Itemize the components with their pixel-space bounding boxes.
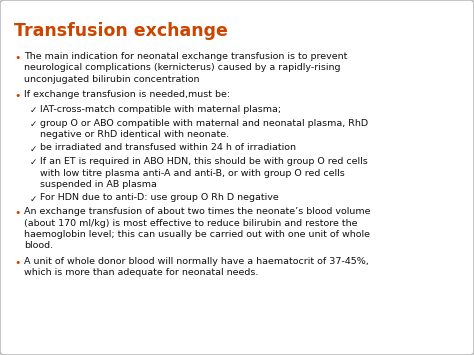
Text: negative or RhD identical with neonate.: negative or RhD identical with neonate. xyxy=(40,130,229,139)
Text: •: • xyxy=(14,53,20,63)
Text: haemoglobin level; this can usually be carried out with one unit of whole: haemoglobin level; this can usually be c… xyxy=(24,230,370,239)
Text: be irradiated and transfused within 24 h of irradiation: be irradiated and transfused within 24 h… xyxy=(40,143,296,153)
Text: A unit of whole donor blood will normally have a haematocrit of 37-45%,: A unit of whole donor blood will normall… xyxy=(24,257,369,266)
Text: •: • xyxy=(14,91,20,101)
Text: ✓: ✓ xyxy=(30,106,37,115)
Text: ✓: ✓ xyxy=(30,195,37,203)
Text: The main indication for neonatal exchange transfusion is to prevent: The main indication for neonatal exchang… xyxy=(24,52,347,61)
Text: ✓: ✓ xyxy=(30,120,37,129)
Text: •: • xyxy=(14,208,20,218)
Text: which is more than adequate for neonatal needs.: which is more than adequate for neonatal… xyxy=(24,268,258,277)
Text: suspended in AB plasma: suspended in AB plasma xyxy=(40,180,157,189)
Text: If exchange transfusion is needed,must be:: If exchange transfusion is needed,must b… xyxy=(24,90,230,99)
Text: with low titre plasma anti-A and anti-B, or with group O red cells: with low titre plasma anti-A and anti-B,… xyxy=(40,169,345,178)
Text: For HDN due to anti-D: use group O Rh D negative: For HDN due to anti-D: use group O Rh D … xyxy=(40,193,279,202)
Text: If an ET is required in ABO HDN, this should be with group O red cells: If an ET is required in ABO HDN, this sh… xyxy=(40,157,368,166)
Text: ✓: ✓ xyxy=(30,144,37,153)
Text: •: • xyxy=(14,257,20,268)
Text: neurological complications (kernicterus) caused by a rapidly-rising: neurological complications (kernicterus)… xyxy=(24,64,340,72)
Text: blood.: blood. xyxy=(24,241,53,251)
Text: ✓: ✓ xyxy=(30,158,37,167)
Text: unconjugated bilirubin concentration: unconjugated bilirubin concentration xyxy=(24,75,200,84)
Text: Transfusion exchange: Transfusion exchange xyxy=(14,22,228,40)
Text: (about 170 ml/kg) is most effective to reduce bilirubin and restore the: (about 170 ml/kg) is most effective to r… xyxy=(24,218,357,228)
Text: group O or ABO compatible with maternal and neonatal plasma, RhD: group O or ABO compatible with maternal … xyxy=(40,119,368,127)
Text: An exchange transfusion of about two times the neonate’s blood volume: An exchange transfusion of about two tim… xyxy=(24,207,371,216)
Text: IAT-cross-match compatible with maternal plasma;: IAT-cross-match compatible with maternal… xyxy=(40,105,281,114)
